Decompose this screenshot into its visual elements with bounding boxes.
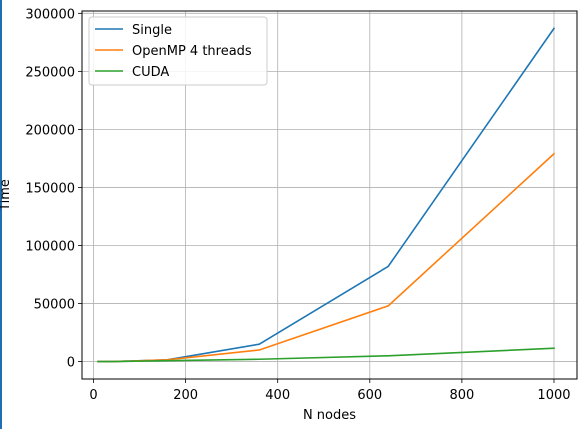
x-tick-label: 0 <box>89 388 97 403</box>
legend-label: OpenMP 4 threads <box>132 44 252 59</box>
legend-label: CUDA <box>132 65 169 80</box>
y-tick-label: 150000 <box>25 181 75 196</box>
x-axis-label: N nodes <box>303 408 356 423</box>
plot-frame <box>81 10 578 380</box>
y-tick-label: 100000 <box>25 239 75 254</box>
window-edge-strip <box>0 0 2 429</box>
y-tick-label: 50000 <box>34 298 75 313</box>
y-tick-label: 0 <box>67 356 75 371</box>
x-tick-label: 1000 <box>537 388 570 403</box>
legend-box <box>88 16 268 86</box>
x-tick-label: 400 <box>265 388 290 403</box>
y-tick-label: 200000 <box>25 123 75 138</box>
series-line-cuda <box>97 347 555 363</box>
y-tick-label: 300000 <box>25 7 75 22</box>
legend-label: Single <box>132 23 172 38</box>
x-tick-label: 800 <box>449 388 474 403</box>
axis-ticks: 0 200 400 600 800 1000 0 50000 100000 150000 20000… <box>25 7 570 403</box>
series-lines <box>97 27 556 363</box>
legend: Single OpenMP 4 threads CUDA <box>88 16 268 86</box>
y-axis-label: Time <box>0 179 13 212</box>
x-tick-label: 200 <box>173 388 198 403</box>
series-line-openmp-4-threads <box>97 152 556 363</box>
grid-lines <box>82 11 577 379</box>
y-tick-label: 250000 <box>25 65 75 80</box>
x-tick-label: 600 <box>357 388 382 403</box>
